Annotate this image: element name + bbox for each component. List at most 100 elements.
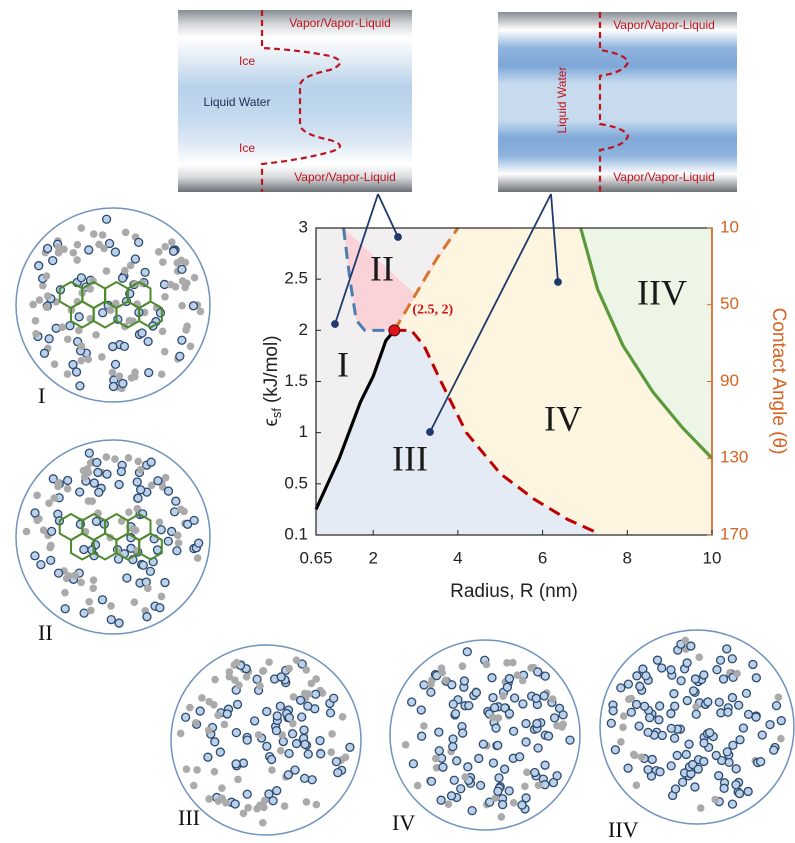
- water-molecule: [627, 708, 635, 716]
- y-tick-label: 0.1: [284, 524, 308, 543]
- water-molecule: [196, 707, 204, 715]
- wall-atom: [235, 681, 243, 689]
- water-molecule: [679, 778, 687, 786]
- wall-atom: [775, 694, 783, 702]
- wall-atom: [293, 656, 301, 664]
- water-molecule: [93, 459, 101, 467]
- y2-axis-label: Contact Angle (θ): [768, 308, 789, 455]
- y-label-sub: sf: [269, 408, 284, 419]
- inset-label: Liquid Water: [204, 95, 271, 109]
- wall-atom: [178, 302, 186, 310]
- region-label: II: [370, 248, 394, 288]
- water-molecule: [139, 561, 147, 569]
- water-molecule: [435, 747, 443, 755]
- inset-label: Liquid Water: [555, 67, 569, 134]
- water-molecule: [190, 516, 198, 524]
- wall-atom: [103, 267, 111, 275]
- water-molecule: [170, 247, 178, 255]
- water-molecule: [452, 710, 460, 718]
- water-molecule: [522, 720, 530, 728]
- water-molecule: [475, 754, 483, 762]
- water-molecule: [47, 556, 55, 564]
- y-tick-label: 2: [299, 320, 308, 339]
- water-molecule: [211, 738, 219, 746]
- wall-atom: [214, 711, 222, 719]
- water-molecule: [728, 800, 736, 808]
- wall-atom: [265, 658, 273, 666]
- water-molecule: [532, 694, 540, 702]
- water-molecule: [35, 262, 43, 270]
- y2-tick-label: 90: [720, 371, 739, 390]
- wall-atom: [87, 607, 95, 615]
- connector-end: [395, 234, 401, 240]
- water-molecule: [655, 716, 663, 724]
- wall-atom: [33, 492, 41, 500]
- water-molecule: [263, 742, 271, 750]
- water-molecule: [123, 574, 131, 582]
- water-molecule: [144, 337, 152, 345]
- wall-atom: [281, 802, 289, 810]
- water-molecule: [420, 681, 428, 689]
- water-molecule: [216, 748, 224, 756]
- water-molecule: [449, 743, 457, 751]
- wall-atom: [122, 229, 130, 237]
- wall-atom: [46, 544, 54, 552]
- y-tick-label: 1: [299, 422, 308, 441]
- y-tick-label: 1.5: [284, 371, 308, 390]
- water-molecule: [346, 743, 354, 751]
- wall-atom: [54, 483, 62, 491]
- water-molecule: [231, 800, 239, 808]
- water-molecule: [534, 668, 542, 676]
- wall-atom: [29, 301, 37, 309]
- water-molecule: [304, 750, 312, 758]
- x-tick-label: 4: [453, 548, 462, 567]
- wall-atom: [23, 528, 31, 536]
- inset-label: Vapor/Vapor-Liquid: [289, 16, 391, 30]
- water-molecule: [173, 547, 181, 555]
- wall-atom: [233, 659, 241, 667]
- water-molecule: [409, 760, 417, 768]
- wall-atom: [733, 670, 741, 678]
- water-molecule: [268, 755, 276, 763]
- water-molecule: [744, 787, 752, 795]
- wall-atom: [32, 317, 40, 325]
- water-molecule: [559, 711, 567, 719]
- water-molecule: [723, 645, 731, 653]
- water-molecule: [712, 751, 720, 759]
- y-tick-label: 3: [299, 217, 308, 236]
- water-molecule: [293, 740, 301, 748]
- region-label: IIV: [637, 272, 687, 312]
- water-molecule: [617, 684, 625, 692]
- wall-atom: [420, 722, 428, 730]
- water-molecule: [540, 692, 548, 700]
- wall-atom: [107, 602, 115, 610]
- wall-atom: [161, 348, 169, 356]
- wall-atom: [111, 455, 119, 463]
- figure: Vapor/Vapor-Liquid Ice Liquid Water Ice …: [0, 0, 795, 843]
- water-molecule: [76, 488, 84, 496]
- water-molecule: [551, 714, 559, 722]
- wall-atom: [137, 466, 145, 474]
- wall-atom: [308, 680, 316, 688]
- water-molecule: [182, 713, 190, 721]
- water-molecule: [736, 790, 744, 798]
- water-molecule: [658, 664, 666, 672]
- water-molecule: [223, 710, 231, 718]
- water-molecule: [511, 694, 519, 702]
- wall-atom: [107, 306, 115, 314]
- water-molecule: [98, 596, 106, 604]
- water-molecule: [103, 470, 111, 478]
- water-molecule: [94, 468, 102, 476]
- wall-atom: [161, 293, 169, 301]
- wall-atom: [633, 781, 641, 789]
- wall-atom: [211, 676, 219, 684]
- wall-atom: [509, 659, 517, 667]
- water-molecule: [99, 309, 107, 317]
- wall-atom: [277, 747, 285, 755]
- water-molecule: [178, 265, 186, 273]
- water-molecule: [161, 579, 169, 587]
- water-molecule: [609, 707, 617, 715]
- water-molecule: [90, 479, 98, 487]
- snapshot-label: IIV: [608, 817, 639, 842]
- wall-atom: [71, 571, 79, 579]
